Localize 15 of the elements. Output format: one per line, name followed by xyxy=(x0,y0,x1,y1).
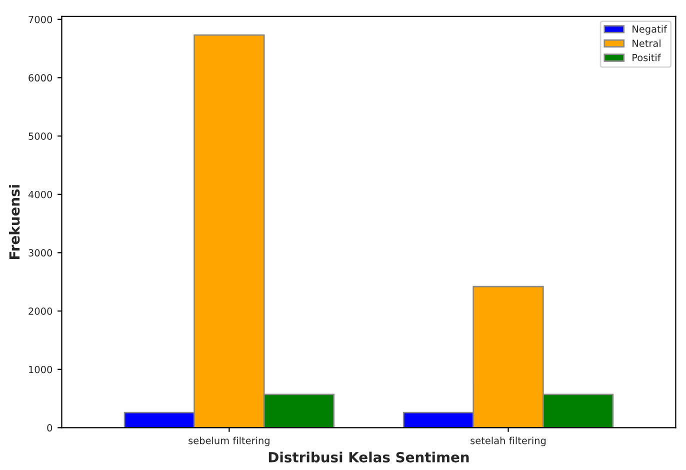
y-tick-label: 5000 xyxy=(28,132,52,140)
y-axis-title: Frekuensi xyxy=(8,185,20,259)
x-axis-title: Distribusi Kelas Sentimen xyxy=(268,452,469,462)
y-tick-label: 0 xyxy=(47,424,52,432)
y-tick-label: 3000 xyxy=(28,249,52,257)
x-tick-label: setelah filtering xyxy=(470,436,546,446)
y-tick-label: 7000 xyxy=(28,16,52,24)
y-tick-label: 4000 xyxy=(28,190,52,198)
legend-label: Netral xyxy=(632,39,660,47)
y-tick-label: 2000 xyxy=(28,308,52,315)
legend-label: Positif xyxy=(632,54,661,62)
y-tick-label: 1000 xyxy=(29,366,52,374)
legend-label: Negatif xyxy=(632,25,668,35)
x-tick-label: sebelum filtering xyxy=(188,436,270,446)
y-tick-label: 6000 xyxy=(28,74,52,82)
